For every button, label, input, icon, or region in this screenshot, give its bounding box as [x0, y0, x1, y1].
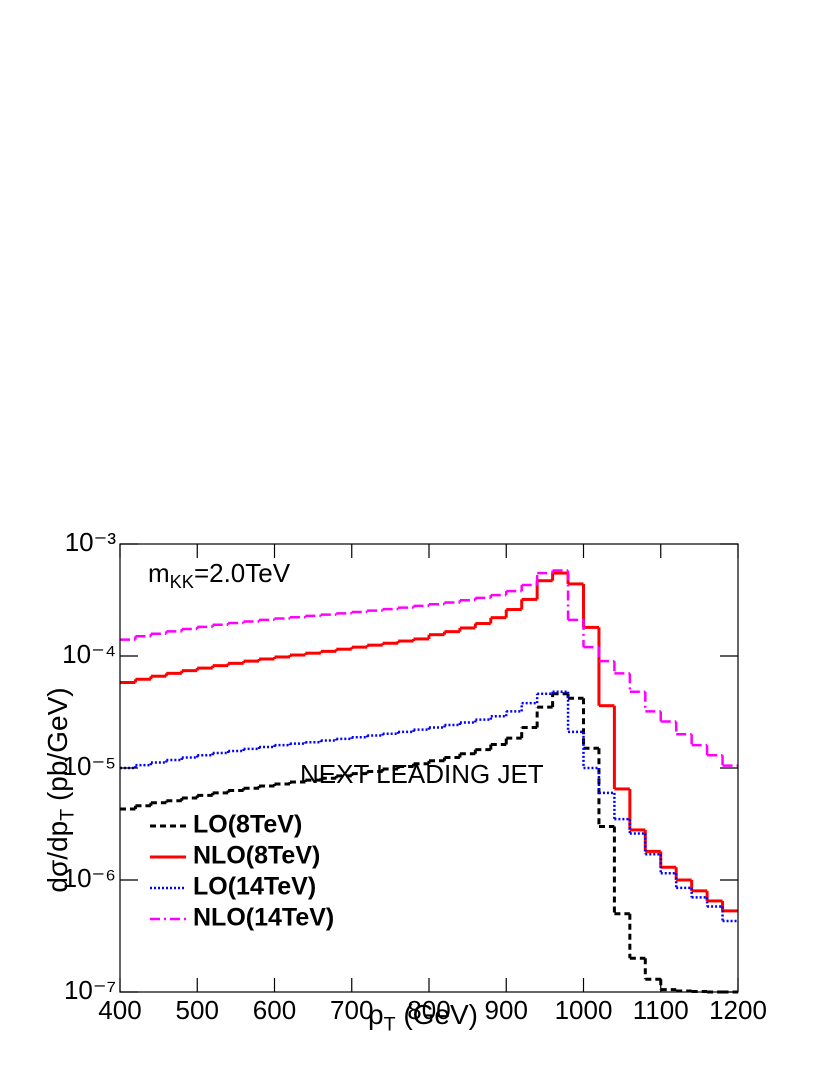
y-tick-label: 10⁻⁴	[62, 639, 116, 669]
x-tick-label: 1100	[633, 995, 689, 1025]
legend-label: LO(8TeV)	[193, 811, 302, 839]
subscript: KK	[170, 572, 194, 592]
y-tick-label: 10⁻³	[65, 527, 117, 557]
x-tick-label: 900	[485, 995, 528, 1025]
label-part: =2.0TeV	[194, 558, 291, 588]
legend-label: LO(14TeV)	[193, 873, 316, 901]
x-tick-label: 700	[330, 995, 373, 1025]
histogram-series	[120, 569, 738, 767]
subscript: T	[57, 809, 79, 821]
label-part: (pb/GeV)	[42, 687, 73, 808]
histogram-series	[120, 692, 738, 994]
x-tick-label: 500	[176, 995, 219, 1025]
label: dσ/dpT (pb/GeV)	[42, 687, 78, 892]
subscript: T	[384, 1014, 396, 1036]
legend-label: NLO(14TeV)	[193, 904, 334, 932]
label: mKK=2.0TeV	[148, 558, 291, 592]
x-tick-label: 600	[253, 995, 296, 1025]
x-tick-label: 400	[98, 995, 141, 1025]
label-part: dσ/dp	[42, 821, 73, 893]
y-tick-label: 10⁻⁶	[63, 863, 116, 893]
label: pT (GeV)	[368, 999, 478, 1035]
x-tick-label: 1000	[555, 995, 613, 1025]
label-part: p	[368, 999, 384, 1030]
y-tick-label: 10⁻⁷	[64, 975, 116, 1005]
x-tick-label: 1200	[709, 995, 767, 1025]
annotation: NEXT LEADING JET	[300, 759, 544, 789]
x-tick-label: 800	[407, 995, 450, 1025]
label-part: (GeV)	[396, 999, 478, 1030]
y-tick-label: 10⁻⁵	[63, 751, 116, 781]
legend-label: NLO(8TeV)	[193, 842, 320, 870]
label-part: m	[148, 558, 170, 588]
